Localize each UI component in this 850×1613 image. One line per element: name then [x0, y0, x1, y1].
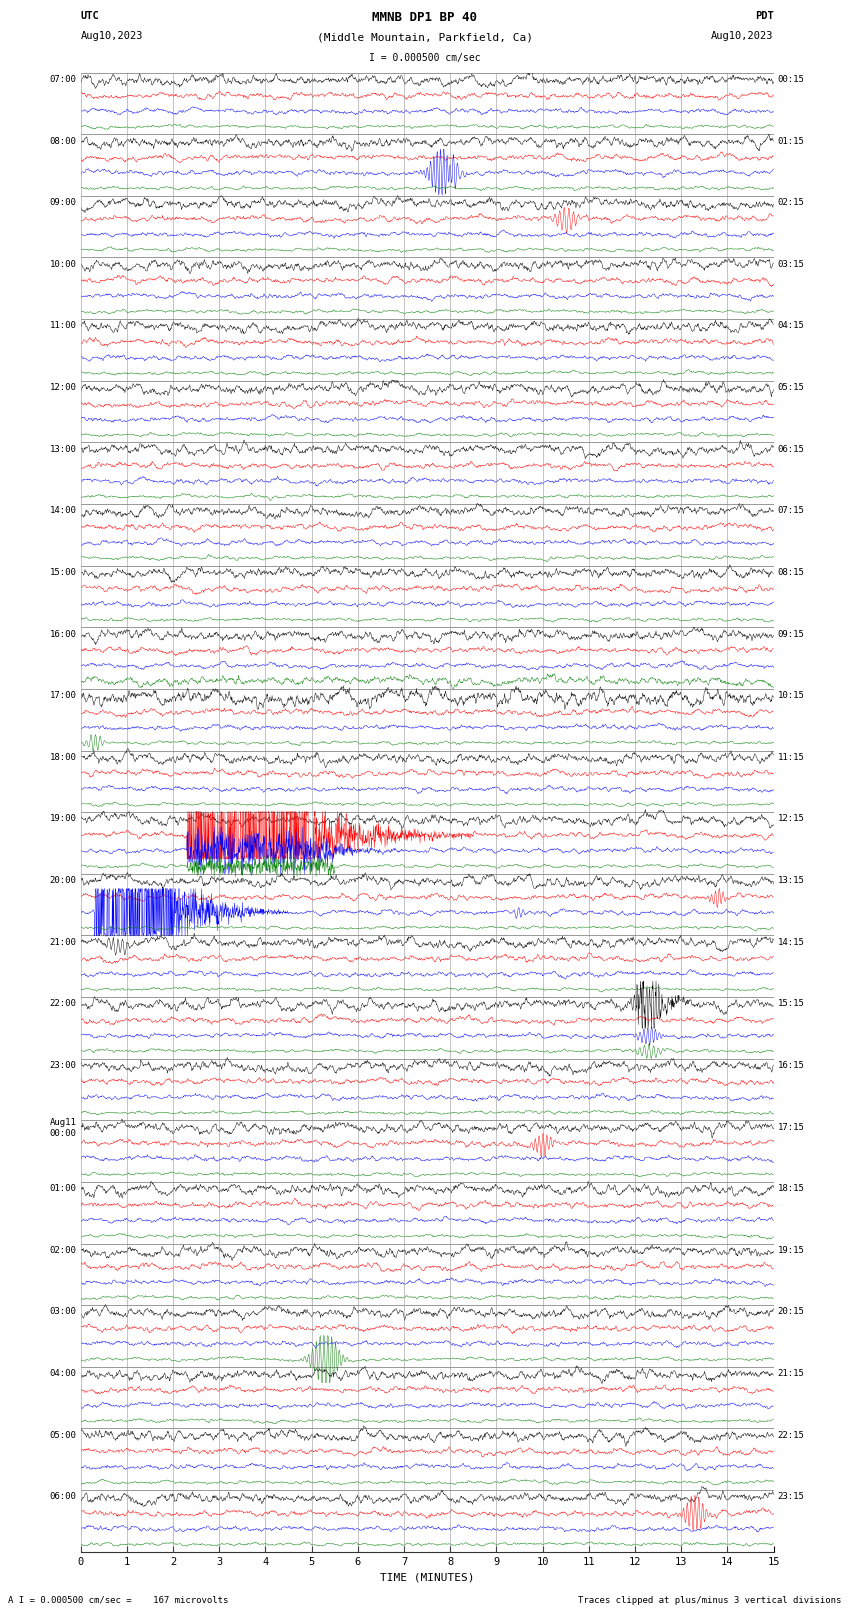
Text: 04:00: 04:00: [49, 1369, 76, 1378]
Text: 20:15: 20:15: [778, 1308, 805, 1316]
Text: 11:15: 11:15: [778, 753, 805, 761]
Text: (Middle Mountain, Parkfield, Ca): (Middle Mountain, Parkfield, Ca): [317, 32, 533, 42]
Text: 18:00: 18:00: [49, 753, 76, 761]
Text: 08:15: 08:15: [778, 568, 805, 577]
Text: 16:00: 16:00: [49, 629, 76, 639]
Text: PDT: PDT: [755, 11, 774, 21]
Text: 03:00: 03:00: [49, 1308, 76, 1316]
Text: 10:00: 10:00: [49, 260, 76, 269]
Text: Aug10,2023: Aug10,2023: [81, 31, 144, 40]
Text: 07:15: 07:15: [778, 506, 805, 515]
Text: Aug10,2023: Aug10,2023: [711, 31, 774, 40]
X-axis label: TIME (MINUTES): TIME (MINUTES): [380, 1573, 474, 1582]
Text: 05:15: 05:15: [778, 382, 805, 392]
Text: 21:00: 21:00: [49, 937, 76, 947]
Text: 13:15: 13:15: [778, 876, 805, 886]
Text: Traces clipped at plus/minus 3 vertical divisions: Traces clipped at plus/minus 3 vertical …: [578, 1595, 842, 1605]
Text: 22:00: 22:00: [49, 1000, 76, 1008]
Text: 14:00: 14:00: [49, 506, 76, 515]
Text: 12:00: 12:00: [49, 382, 76, 392]
Text: 09:00: 09:00: [49, 198, 76, 206]
Text: 21:15: 21:15: [778, 1369, 805, 1378]
Text: 05:00: 05:00: [49, 1431, 76, 1440]
Text: 16:15: 16:15: [778, 1061, 805, 1069]
Text: UTC: UTC: [81, 11, 99, 21]
Text: 08:00: 08:00: [49, 137, 76, 145]
Text: 02:00: 02:00: [49, 1245, 76, 1255]
Text: 19:00: 19:00: [49, 815, 76, 824]
Text: 15:00: 15:00: [49, 568, 76, 577]
Text: 01:00: 01:00: [49, 1184, 76, 1194]
Text: 17:00: 17:00: [49, 692, 76, 700]
Text: 17:15: 17:15: [778, 1123, 805, 1132]
Text: 02:15: 02:15: [778, 198, 805, 206]
Text: 15:15: 15:15: [778, 1000, 805, 1008]
Text: 23:15: 23:15: [778, 1492, 805, 1502]
Text: Aug11: Aug11: [49, 1118, 76, 1127]
Text: 19:15: 19:15: [778, 1245, 805, 1255]
Text: A I = 0.000500 cm/sec =    167 microvolts: A I = 0.000500 cm/sec = 167 microvolts: [8, 1595, 229, 1605]
Text: MMNB DP1 BP 40: MMNB DP1 BP 40: [372, 11, 478, 24]
Text: 07:00: 07:00: [49, 74, 76, 84]
Text: 04:15: 04:15: [778, 321, 805, 331]
Text: I = 0.000500 cm/sec: I = 0.000500 cm/sec: [369, 53, 481, 63]
Text: 06:15: 06:15: [778, 445, 805, 453]
Text: 20:00: 20:00: [49, 876, 76, 886]
Text: 13:00: 13:00: [49, 445, 76, 453]
Text: 00:15: 00:15: [778, 74, 805, 84]
Text: 03:15: 03:15: [778, 260, 805, 269]
Text: 01:15: 01:15: [778, 137, 805, 145]
Text: 09:15: 09:15: [778, 629, 805, 639]
Text: 18:15: 18:15: [778, 1184, 805, 1194]
Text: 23:00: 23:00: [49, 1061, 76, 1069]
Text: 12:15: 12:15: [778, 815, 805, 824]
Text: 14:15: 14:15: [778, 937, 805, 947]
Text: 22:15: 22:15: [778, 1431, 805, 1440]
Text: 00:00: 00:00: [49, 1129, 76, 1139]
Text: 06:00: 06:00: [49, 1492, 76, 1502]
Text: 10:15: 10:15: [778, 692, 805, 700]
Text: 11:00: 11:00: [49, 321, 76, 331]
